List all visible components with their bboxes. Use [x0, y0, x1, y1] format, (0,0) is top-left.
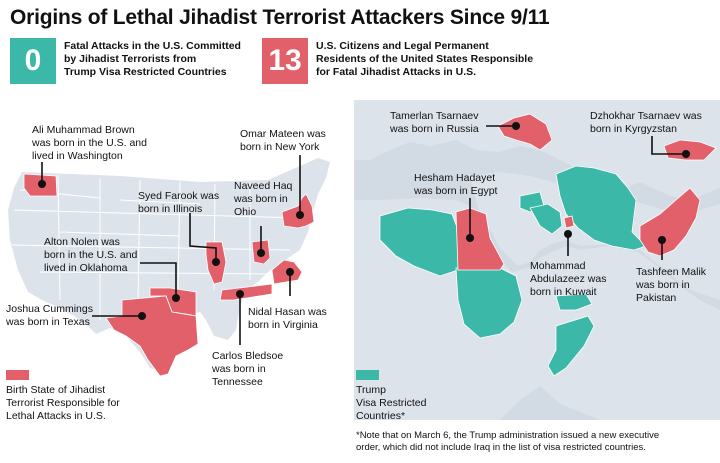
label-line: Tashfeen Malik — [636, 266, 707, 278]
egypt-country — [455, 207, 505, 271]
legend-swatch-teal — [356, 370, 379, 380]
legend-line: Lethal Attacks in U.S. — [6, 410, 106, 422]
legend-text-teal: Trump Visa Restricted Countries* — [356, 384, 426, 423]
stat-line: Residents of the United States Responsib… — [316, 53, 534, 65]
label-syed-farook: Syed Farook was born in Illinois — [138, 190, 219, 216]
leader-dots — [38, 122, 690, 320]
label-line: lived in Oklahoma — [44, 262, 128, 274]
label-line: Dzhokhar Tsarnaev was — [590, 110, 702, 122]
pakistan-country — [639, 187, 701, 257]
stat-value-zero: 0 — [10, 38, 56, 84]
label-line: Omar Mateen was — [240, 128, 326, 140]
iraq-country — [529, 203, 563, 235]
footnote-line: *Note that on March 6, the Trump adminis… — [356, 430, 660, 441]
label-line: Carlos Bledsoe — [212, 350, 284, 362]
label-line: born in New York — [240, 141, 320, 153]
label-line: Tamerlan Tsarnaev — [390, 110, 479, 122]
legend-line: Visa Restricted — [356, 397, 427, 409]
label-hesham-hadayet: Hesham Hadayet was born in Egypt — [414, 172, 497, 198]
legend-line: Birth State of Jihadist — [6, 384, 106, 396]
stat-line: U.S. Citizens and Legal Permanent — [316, 40, 489, 52]
stat-description-zero: Fatal Attacks in the U.S. Committed by J… — [64, 40, 241, 79]
stat-description-thirteen: U.S. Citizens and Legal Permanent Reside… — [316, 40, 533, 79]
label-omar-mateen: Omar Mateen was born in New York — [240, 128, 326, 154]
label-line: was born in — [234, 193, 288, 205]
stat-line: Trump Visa Restricted Countries — [64, 66, 227, 78]
stat-line: for Fatal Jihadist Attacks in U.S. — [316, 66, 477, 78]
legend-line: Terrorist Responsible for — [6, 397, 120, 409]
sudan-country — [455, 267, 523, 339]
label-line: Tennessee — [212, 376, 263, 388]
label-alton-nolen: Alton Nolen was born in the U.S. and liv… — [44, 236, 137, 275]
label-line: Alton Nolen was — [44, 236, 120, 248]
stat-value-thirteen: 13 — [262, 38, 308, 84]
label-tamerlan-tsarnaev: Tamerlan Tsarnaev was born in Russia — [390, 110, 479, 136]
label-line: was born in Egypt — [414, 185, 498, 197]
label-nidal-hasan: Nidal Hasan was born in Virginia — [248, 306, 327, 332]
label-tashfeen-malik: Tashfeen Malik was born in Pakistan — [636, 266, 706, 305]
label-line: was born in Russia — [390, 123, 479, 135]
label-naveed-haq: Naveed Haq was born in Ohio — [234, 180, 292, 219]
highlighted-birth-countries — [455, 113, 717, 271]
label-dzhokhar-tsarnaev: Dzhokhar Tsarnaev was born in Kyrgyzstan — [590, 110, 702, 136]
state-borders — [11, 174, 301, 320]
russia-region — [497, 113, 553, 151]
label-line: lived in Washington — [32, 150, 123, 162]
label-line: was born in — [636, 279, 690, 291]
label-line: born in Kyrgyzstan — [590, 123, 677, 135]
label-joshua-cummings: Joshua Cummings was born in Texas — [6, 303, 93, 329]
label-line: Joshua Cummings — [6, 303, 93, 315]
kuwait-country — [563, 215, 575, 229]
label-line: Hesham Hadayet — [414, 172, 496, 184]
label-line: born in Virginia — [248, 319, 318, 331]
label-line: born in Kuwait — [530, 286, 597, 298]
legend-swatch-red — [6, 370, 29, 380]
label-line: Naveed Haq — [234, 180, 293, 192]
label-line: Abdulazeez was — [530, 273, 607, 285]
label-line: born in the U.S. and — [44, 249, 138, 261]
footnote: *Note that on March 6, the Trump adminis… — [356, 430, 659, 454]
label-line: Pakistan — [636, 292, 677, 304]
label-carlos-bledsoe: Carlos Bledsoe was born in Tennessee — [212, 350, 283, 389]
label-line: was born in — [212, 363, 266, 375]
stat-line: Fatal Attacks in the U.S. Committed — [64, 40, 241, 52]
page-title: Origins of Lethal Jihadist Terrorist Att… — [10, 6, 550, 29]
tennessee-state — [219, 283, 273, 301]
somalia-country — [547, 315, 595, 377]
legend-line: Countries* — [356, 410, 406, 422]
label-line: Nidal Hasan was — [248, 306, 327, 318]
stat-line: by Jihadist Terrorists from — [64, 53, 197, 65]
label-line: was born in Texas — [6, 316, 90, 328]
legend-text-red: Birth State of Jihadist Terrorist Respon… — [6, 384, 120, 423]
yemen-country — [555, 293, 593, 311]
legend-line: Trump — [356, 384, 386, 396]
visa-restricted-countries — [379, 165, 647, 377]
label-line: Ali Muhammad Brown — [32, 124, 135, 136]
label-ali-muhammad-brown: Ali Muhammad Brown was born in the U.S. … — [32, 124, 147, 163]
label-line: Ohio — [234, 206, 257, 218]
label-line: was born in the U.S. and — [32, 137, 147, 149]
label-line: Mohammad — [530, 260, 586, 272]
footnote-line: order, which did not include Iraq in the… — [356, 442, 646, 453]
label-mohammad-abdulazeez: Mohammad Abdulazeez was born in Kuwait — [530, 260, 606, 299]
label-line: born in Illinois — [138, 203, 203, 215]
kyrgyzstan-country — [663, 139, 717, 161]
label-line: Syed Farook was — [138, 190, 220, 202]
